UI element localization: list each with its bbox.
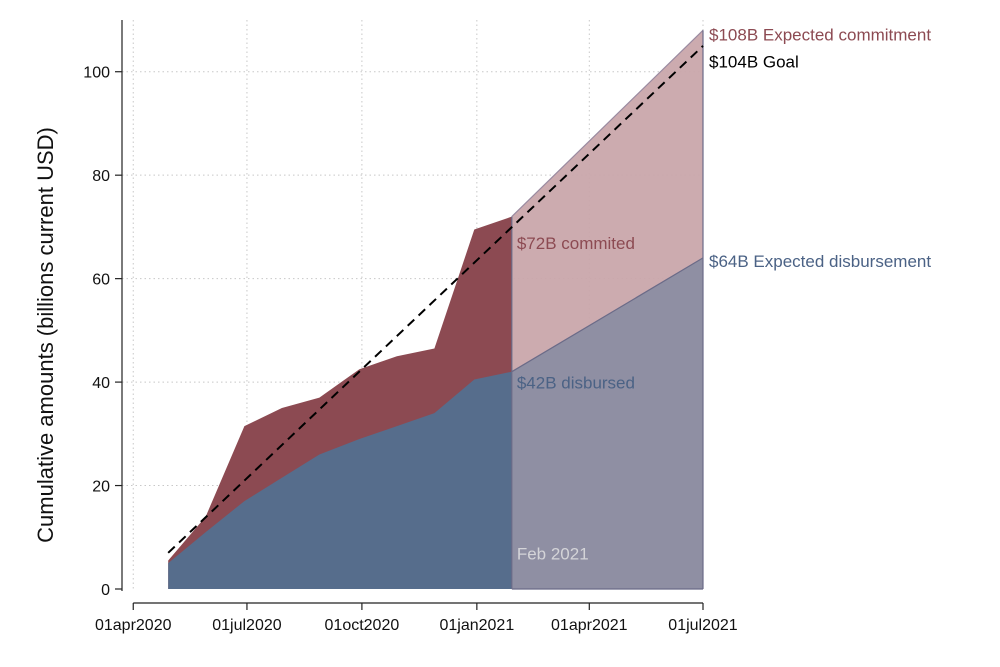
expected-disbursement-area bbox=[511, 257, 703, 589]
expected-commitment-line bbox=[511, 29, 704, 218]
y-tick-label: 0 bbox=[101, 582, 110, 599]
annotation-goal: $104B Goal bbox=[709, 53, 799, 72]
y-axis-title: Cumulative amounts (billions current USD… bbox=[33, 127, 58, 543]
x-tick-label: 01apr2021 bbox=[551, 617, 628, 634]
y-tick-label: 20 bbox=[92, 479, 110, 496]
expected-commitment-area bbox=[511, 30, 703, 372]
y-tick-label: 80 bbox=[92, 168, 110, 185]
disbursement-area bbox=[168, 371, 512, 589]
x-tick-label: 01jan2021 bbox=[439, 617, 514, 634]
annotation-committed: $72B commited bbox=[517, 234, 635, 253]
x-tick-label: 01apr2020 bbox=[95, 617, 172, 634]
annotation-cutoff: Feb 2021 bbox=[517, 544, 589, 563]
lines bbox=[167, 29, 704, 590]
x-tick-label: 01oct2020 bbox=[325, 617, 400, 634]
goal-line bbox=[167, 45, 704, 554]
expected-disbursement-line bbox=[511, 257, 704, 373]
annotation-expected-commitment: $108B Expected commitment bbox=[709, 25, 931, 44]
annotation-expected-disbursement: $64B Expected disbursement bbox=[709, 252, 931, 271]
areas bbox=[168, 30, 703, 589]
axes: 0 20 40 60 80 100 01apr2020 01jul2020 01oct2020 0… bbox=[83, 20, 738, 634]
annotation-disbursed: $42B disbursed bbox=[517, 374, 635, 393]
y-tick-label: 100 bbox=[83, 65, 110, 82]
x-tick-label: 01jul2021 bbox=[668, 617, 738, 634]
y-tick-label: 40 bbox=[92, 375, 110, 392]
annotations: $108B Expected commitment $104B Goal $72B … bbox=[517, 25, 932, 563]
y-tick-label: 60 bbox=[92, 272, 110, 289]
x-tick-label: 01jul2020 bbox=[212, 617, 282, 634]
